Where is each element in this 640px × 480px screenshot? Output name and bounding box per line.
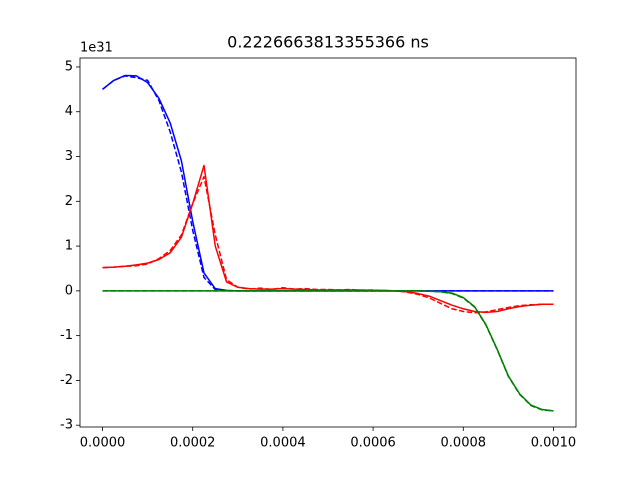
x-tick-label: 0.0008	[441, 436, 487, 451]
y-tick-label: -1	[60, 328, 73, 343]
y-tick-label: 1	[65, 239, 73, 254]
y-tick-label: -2	[60, 373, 73, 388]
y-offset-label: 1e31	[80, 41, 113, 56]
y-tick-label: 0	[65, 283, 73, 298]
x-tick-label: 0.0006	[350, 436, 396, 451]
x-tick-label: 0.0000	[80, 436, 126, 451]
y-tick-label: 3	[65, 149, 73, 164]
y-tick-label: -3	[60, 418, 73, 433]
chart-title: 0.2226663813355366 ns	[227, 33, 429, 52]
y-tick-label: 5	[65, 59, 73, 74]
data-line	[102, 290, 554, 412]
x-tick-label: 0.0004	[260, 436, 306, 451]
y-tick-label: 2	[65, 194, 73, 209]
x-tick-label: 0.0002	[170, 436, 216, 451]
plot-frame	[79, 57, 577, 428]
x-tick-label: 0.0010	[531, 436, 577, 451]
y-tick-label: 4	[65, 104, 73, 119]
